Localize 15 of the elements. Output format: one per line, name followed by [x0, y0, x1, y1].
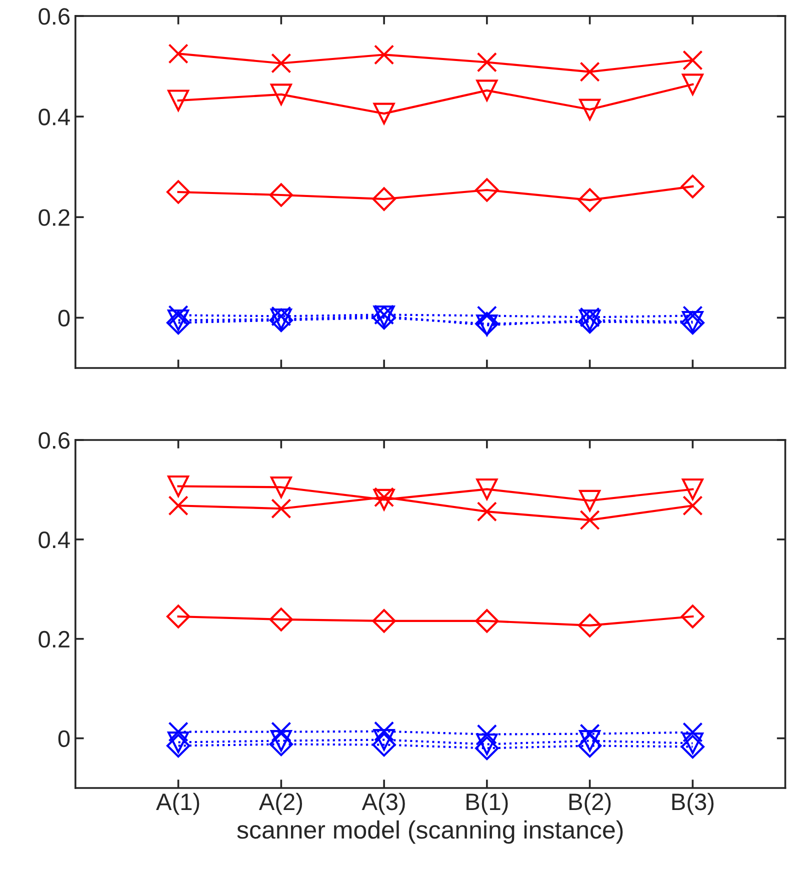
y-tick-label: 0.6 [38, 432, 70, 449]
x-tick-label: B(1) [466, 792, 508, 815]
x-axis-title: scanner model (scanning instance) [237, 820, 623, 844]
y-tick-label: 0 [58, 310, 70, 326]
y-tick-label: 0 [58, 730, 70, 748]
y-tick-label: 0.4 [38, 531, 70, 548]
x-tick-label: A(2) [258, 792, 302, 815]
y-tick-label: 0.6 [38, 8, 70, 25]
y-tick-label: 0.4 [38, 108, 70, 126]
x-tick-label: B(3) [672, 792, 714, 815]
y-tick-label: 0.2 [38, 630, 70, 648]
y-tick-label: 0.2 [38, 209, 70, 226]
x-tick-label: A(3) [362, 792, 405, 815]
x-tick-label: B(2) [569, 792, 611, 815]
x-tick-label: A(1) [156, 792, 200, 815]
